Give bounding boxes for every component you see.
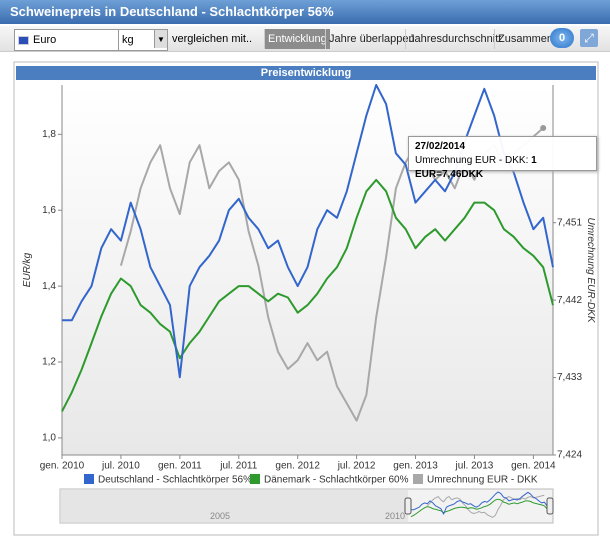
y2-tick-label: 7,442	[557, 295, 582, 306]
series-line	[62, 84, 554, 379]
currency: Euro	[33, 34, 57, 46]
legend-label: Deutschland - Schlachtkörper 56%	[98, 475, 252, 486]
navigator-line	[411, 491, 548, 515]
navigator-handle[interactable]	[546, 497, 554, 515]
legend-label: Umrechnung EUR - DKK	[427, 475, 538, 486]
y-tick-label: 1,8	[42, 129, 56, 140]
navigator-handle[interactable]	[404, 497, 412, 515]
x-tick-label: jul. 2010	[101, 461, 140, 472]
series-line	[61, 178, 554, 412]
panel-title: Preisentwicklung	[261, 67, 351, 79]
x-tick-label: gen. 2013	[393, 461, 438, 472]
y2-tick-label: 7,424	[557, 450, 582, 461]
y2-tick-label: 7,451	[557, 217, 582, 228]
toolbar: Euro kg ▼ vergleichen mit.. Entwicklung J…	[0, 26, 610, 52]
expand-button[interactable]: ⤢	[580, 29, 598, 47]
title: Schweinepreis in Deutschland - Schlachtk…	[10, 4, 334, 19]
title-bar: Schweinepreis in Deutschland - Schlachtk…	[0, 0, 610, 24]
unit-select[interactable]: kg ▼	[118, 29, 168, 51]
y-axis-label: EUR/kg	[22, 252, 33, 287]
series-line	[119, 127, 544, 422]
x-tick-label: gen. 2010	[40, 461, 85, 472]
tab[interactable]: Zusammen	[494, 29, 559, 49]
x-tick-label: jul. 2011	[219, 461, 258, 472]
y-tick-label: 1,0	[42, 433, 56, 444]
tooltip-row: Umrechnung EUR - DKK: 1 EUR=7,46DKK	[415, 154, 590, 182]
y2-axis-label: Umrechnung EUR-DKK	[585, 217, 596, 323]
x-tick-label: gen. 2012	[275, 461, 320, 472]
legend-swatch	[250, 474, 260, 484]
x-tick-label: gen. 2014	[511, 461, 556, 472]
tooltip-value: 1 EUR=7,46DKK	[415, 155, 537, 180]
navigator-label: 2010	[385, 511, 405, 521]
tab[interactable]: Jahresdurchschnitt	[405, 29, 504, 49]
currency-select[interactable]: Euro	[14, 29, 119, 51]
unit: kg	[122, 34, 134, 46]
y-tick-label: 1,6	[42, 205, 56, 216]
navigator-mask	[60, 489, 408, 523]
y-tick-label: 1,4	[42, 281, 56, 292]
tooltip: 27/02/2014 Umrechnung EUR - DKK: 1 EUR=7…	[408, 136, 597, 180]
x-tick-label: jul. 2013	[455, 461, 494, 472]
tab[interactable]: Jahre überlappen	[325, 29, 418, 49]
navigator-line	[410, 498, 548, 518]
tooltip-series: Umrechnung EUR - DKK:	[415, 155, 529, 166]
x-tick-label: gen. 2011	[158, 461, 202, 472]
tooltip-date: 27/02/2014	[415, 141, 466, 152]
hover-point	[540, 125, 547, 132]
badge[interactable]: 0	[550, 28, 574, 48]
navigator-label: 2005	[210, 511, 230, 521]
legend-swatch	[413, 474, 423, 484]
compare: vergleichen mit..	[172, 33, 253, 45]
y-tick-label: 1,2	[42, 357, 56, 368]
x-tick-label: jul. 2012	[337, 461, 376, 472]
tab-active[interactable]: Entwicklung	[264, 29, 330, 49]
legend-label: Dänemark - Schlachtkörper 60%	[264, 475, 409, 486]
y2-tick-label: 7,433	[557, 372, 582, 383]
navigator-line	[426, 494, 545, 518]
compare-button[interactable]: vergleichen mit..	[172, 29, 252, 49]
legend-swatch	[84, 474, 94, 484]
panel-header	[16, 66, 596, 80]
